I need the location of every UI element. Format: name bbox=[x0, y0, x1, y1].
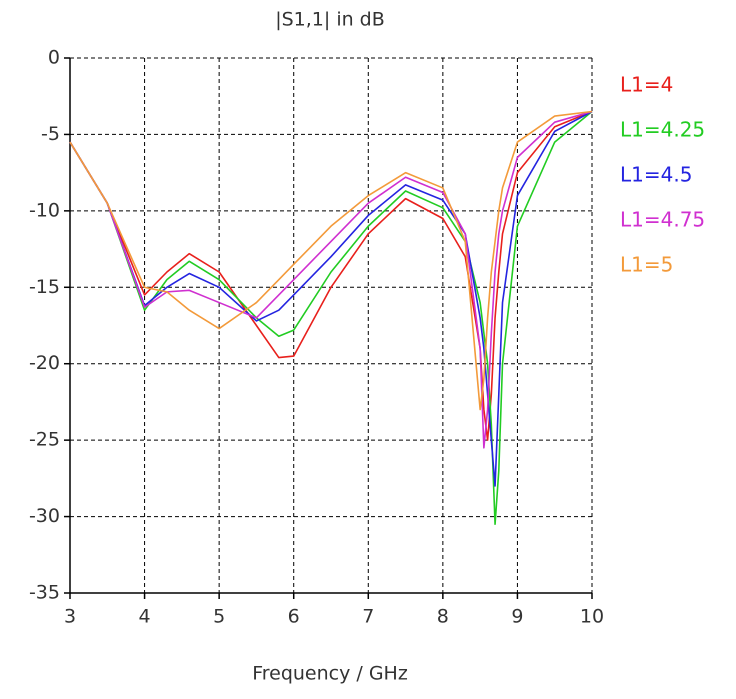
legend-label: L1=4.25 bbox=[620, 118, 705, 142]
x-tick-label: 3 bbox=[64, 606, 76, 628]
chart-title: |S1,1| in dB bbox=[275, 9, 385, 31]
series-line bbox=[69, 110, 593, 526]
series-line bbox=[69, 110, 593, 411]
series-line bbox=[69, 110, 593, 449]
x-tick-label: 5 bbox=[213, 606, 225, 628]
legend-label: L1=4.5 bbox=[620, 163, 692, 187]
y-tick-label: -15 bbox=[29, 276, 60, 298]
legend-label: L1=4.75 bbox=[620, 208, 705, 232]
y-tick-label: -5 bbox=[41, 123, 60, 145]
legend-label: L1=5 bbox=[620, 253, 673, 277]
x-tick-label: 8 bbox=[437, 606, 449, 628]
legend-label: L1=4 bbox=[620, 73, 673, 97]
series-line bbox=[69, 110, 593, 441]
y-tick-label: -30 bbox=[29, 505, 60, 527]
y-tick-label: -10 bbox=[29, 199, 60, 221]
y-tick-label: -20 bbox=[29, 352, 60, 374]
x-tick-label: 6 bbox=[288, 606, 300, 628]
x-tick-label: 10 bbox=[580, 606, 604, 628]
x-tick-label: 4 bbox=[139, 606, 151, 628]
y-tick-label: -35 bbox=[29, 582, 60, 604]
x-tick-label: 9 bbox=[511, 606, 523, 628]
x-axis-label: Frequency / GHz bbox=[252, 663, 408, 685]
y-tick-label: 0 bbox=[48, 47, 60, 69]
y-tick-label: -25 bbox=[29, 429, 60, 451]
series-line bbox=[69, 110, 593, 487]
x-tick-label: 7 bbox=[362, 606, 374, 628]
